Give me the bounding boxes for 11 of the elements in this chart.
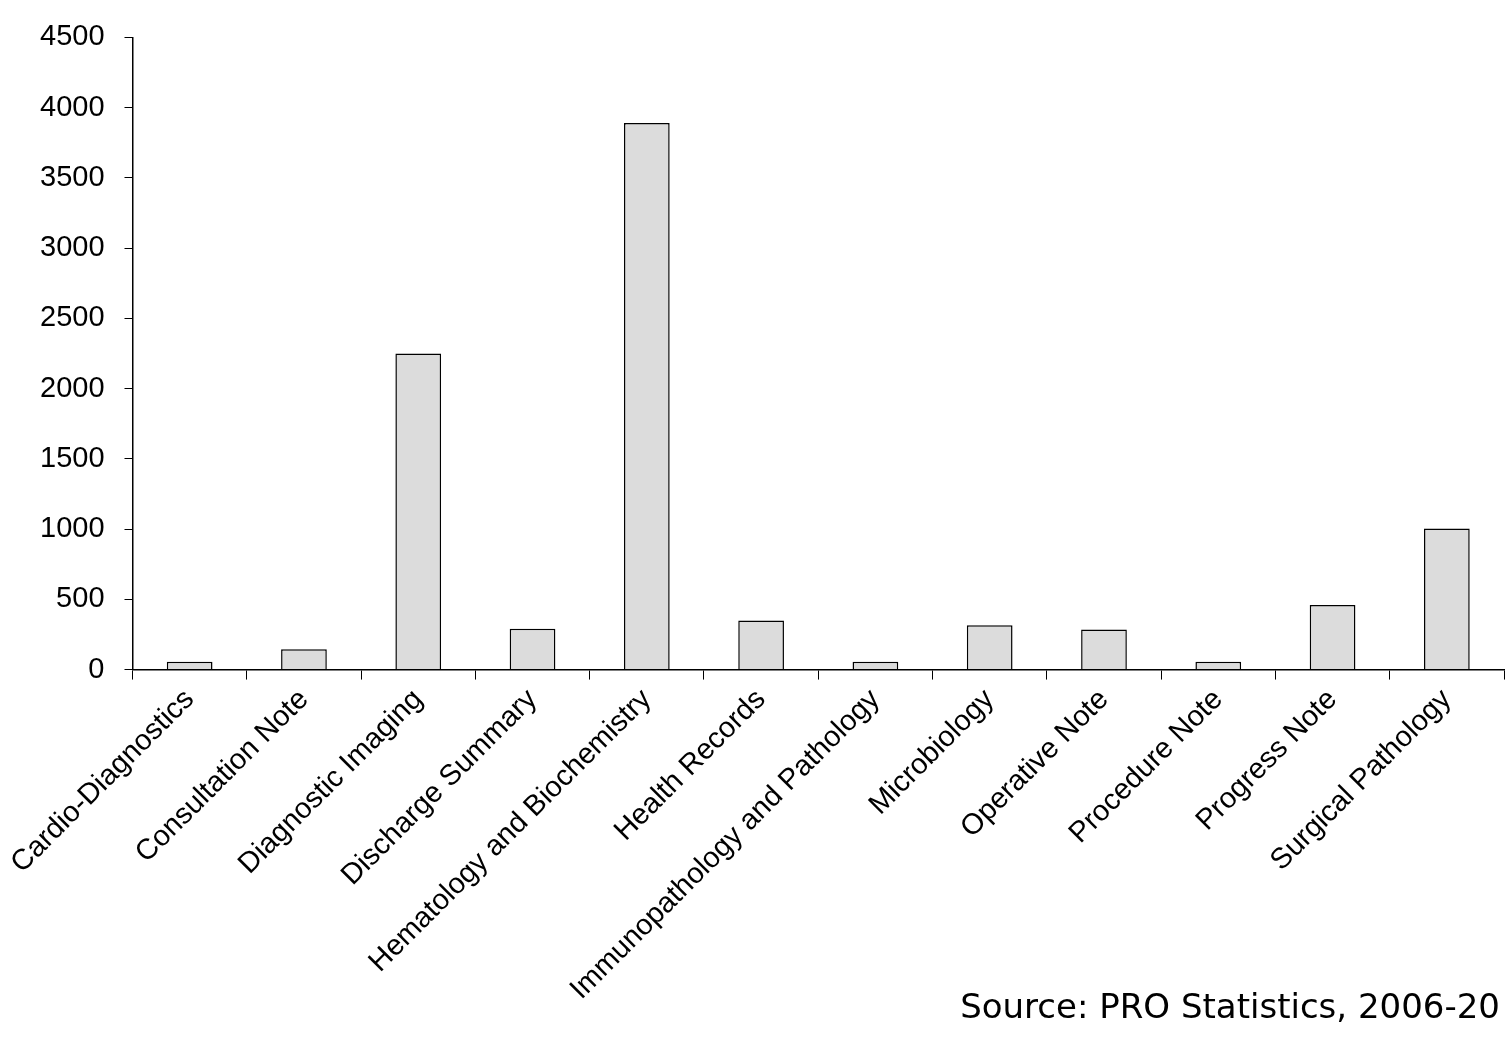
- y-tick-label: 500: [56, 581, 105, 614]
- y-tick-label: 4500: [40, 19, 105, 52]
- y-tick-label: 2000: [40, 370, 105, 403]
- y-tick-label: 1500: [40, 440, 105, 473]
- y-tick-label: 3500: [40, 159, 105, 192]
- y-tick-label: 0: [88, 651, 105, 684]
- y-tick-label: 1000: [40, 511, 105, 544]
- y-tick-label: 3000: [40, 230, 105, 263]
- source-note: Source: PRO Statistics, 2006-20: [960, 986, 1500, 1026]
- y-tick-label: 2500: [40, 300, 105, 333]
- y-tick-label: 4000: [40, 89, 105, 122]
